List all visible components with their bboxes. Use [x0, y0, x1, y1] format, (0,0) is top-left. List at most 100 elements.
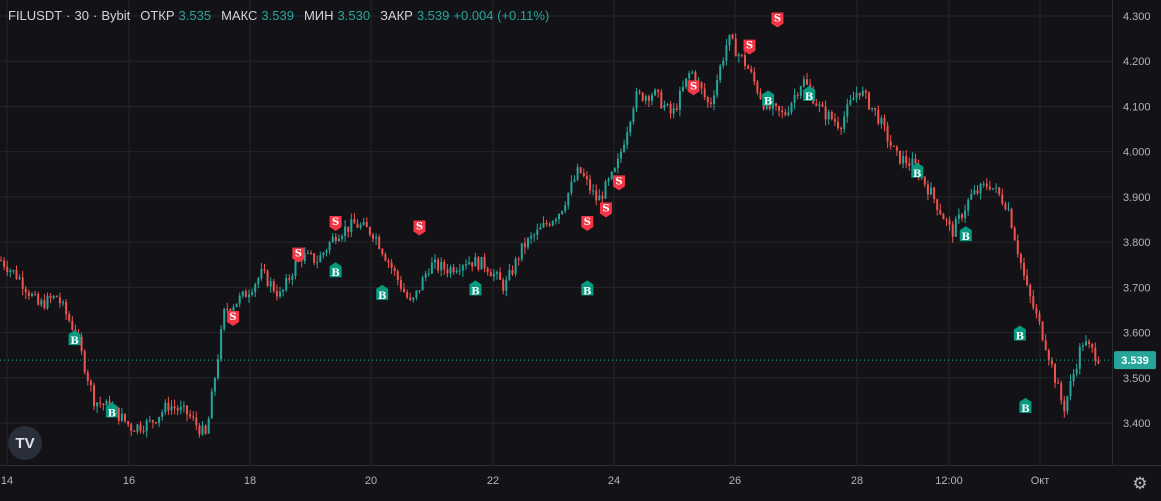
open-value: 3.535: [178, 8, 212, 23]
candle-body: [849, 100, 852, 105]
x-tick-label: 16: [123, 475, 135, 487]
candle-body: [613, 168, 616, 172]
candle-body: [306, 252, 309, 254]
candle-body: [778, 105, 781, 111]
candle-body: [390, 262, 393, 268]
candle-body: [790, 103, 793, 113]
candle-body: [669, 104, 672, 114]
candle-body: [384, 254, 387, 261]
candle-body: [514, 258, 517, 275]
candle-body: [331, 236, 334, 243]
candle-body: [554, 219, 557, 222]
symbol-name[interactable]: FILUSDT: [8, 8, 63, 23]
low-value: 3.530: [337, 8, 371, 23]
candle-body: [130, 424, 133, 431]
candle-body: [62, 301, 64, 304]
marker-label: B: [70, 336, 78, 347]
candle-body: [1047, 349, 1050, 361]
marker-label: S: [774, 14, 781, 25]
candle-body: [468, 262, 471, 265]
price-scale: [1112, 0, 1161, 501]
candle-body: [505, 279, 508, 291]
sell-marker: S: [292, 247, 305, 263]
candle-body: [886, 125, 889, 142]
gear-icon[interactable]: ⚙: [1132, 474, 1148, 493]
candle-body: [564, 205, 567, 211]
candle-body: [127, 421, 130, 425]
candle-body: [954, 218, 957, 237]
candle-body: [387, 260, 390, 263]
candle-body: [486, 268, 489, 273]
tradingview-logo[interactable]: TV: [8, 426, 42, 460]
candle-body: [1063, 400, 1066, 412]
interval-label[interactable]: 30: [74, 8, 89, 23]
candle-body: [675, 108, 678, 110]
candle-body: [1069, 381, 1072, 397]
buy-marker-shape: [762, 90, 775, 106]
candle-body: [173, 406, 176, 409]
candle-body: [576, 167, 579, 180]
candle-body: [52, 295, 55, 299]
candle-body: [220, 329, 223, 360]
buy-marker: B: [1013, 325, 1026, 343]
candle-body: [992, 188, 994, 190]
y-tick-label: 3.700: [1123, 282, 1151, 294]
sell-marker-shape: [227, 310, 240, 326]
candle-body: [864, 90, 867, 93]
y-tick-label: 4.000: [1123, 147, 1151, 159]
candle-body: [861, 90, 864, 96]
candle-body: [285, 278, 288, 290]
change-value: +0.004 (+0.11%): [453, 8, 550, 23]
candle-body: [709, 102, 712, 105]
sell-marker-shape: [743, 39, 756, 55]
x-tick-label: 28: [851, 475, 863, 487]
marker-label: B: [764, 96, 772, 107]
candle-body: [446, 269, 449, 274]
candle-body: [440, 261, 443, 271]
candle-body: [86, 372, 89, 381]
candle-body: [728, 34, 731, 46]
candle-body: [585, 176, 588, 180]
candle-body: [313, 253, 316, 263]
candle-body: [1035, 307, 1038, 314]
x-tick-label: 12:00: [935, 475, 963, 487]
legend-separator: ·: [66, 8, 71, 23]
buy-marker: B: [959, 226, 972, 243]
candle-body: [393, 267, 396, 272]
buy-marker-shape: [581, 280, 594, 296]
high-label: МАКС: [221, 8, 258, 23]
candle-body: [477, 257, 480, 270]
candle-body: [322, 252, 325, 256]
candle-body: [508, 270, 511, 280]
candle-body: [930, 187, 932, 195]
candle-body: [589, 179, 591, 191]
candle-body: [217, 359, 219, 379]
candle-body: [796, 94, 799, 96]
candle-body: [238, 295, 241, 304]
candle-body: [982, 183, 985, 185]
candle-body: [167, 402, 170, 411]
candle-body: [759, 92, 762, 100]
candle-body: [722, 60, 725, 66]
candle-body: [499, 272, 502, 280]
candle-body: [418, 290, 421, 292]
candle-body: [344, 226, 347, 237]
candle-body: [99, 402, 102, 404]
candle-body: [908, 163, 911, 166]
candle-body: [195, 417, 198, 426]
candle-body: [837, 121, 839, 128]
candle-body: [595, 190, 598, 201]
candle-body: [694, 72, 697, 85]
candle-body: [368, 227, 371, 235]
y-tick-label: 4.200: [1123, 56, 1151, 68]
candle-body: [24, 288, 27, 293]
candle-body: [164, 402, 167, 413]
candle-body: [542, 222, 545, 228]
candle-body: [89, 380, 92, 386]
candle-body: [1094, 347, 1097, 361]
candle-body: [964, 210, 967, 219]
candle-body: [68, 314, 71, 321]
candle-body: [988, 186, 991, 190]
